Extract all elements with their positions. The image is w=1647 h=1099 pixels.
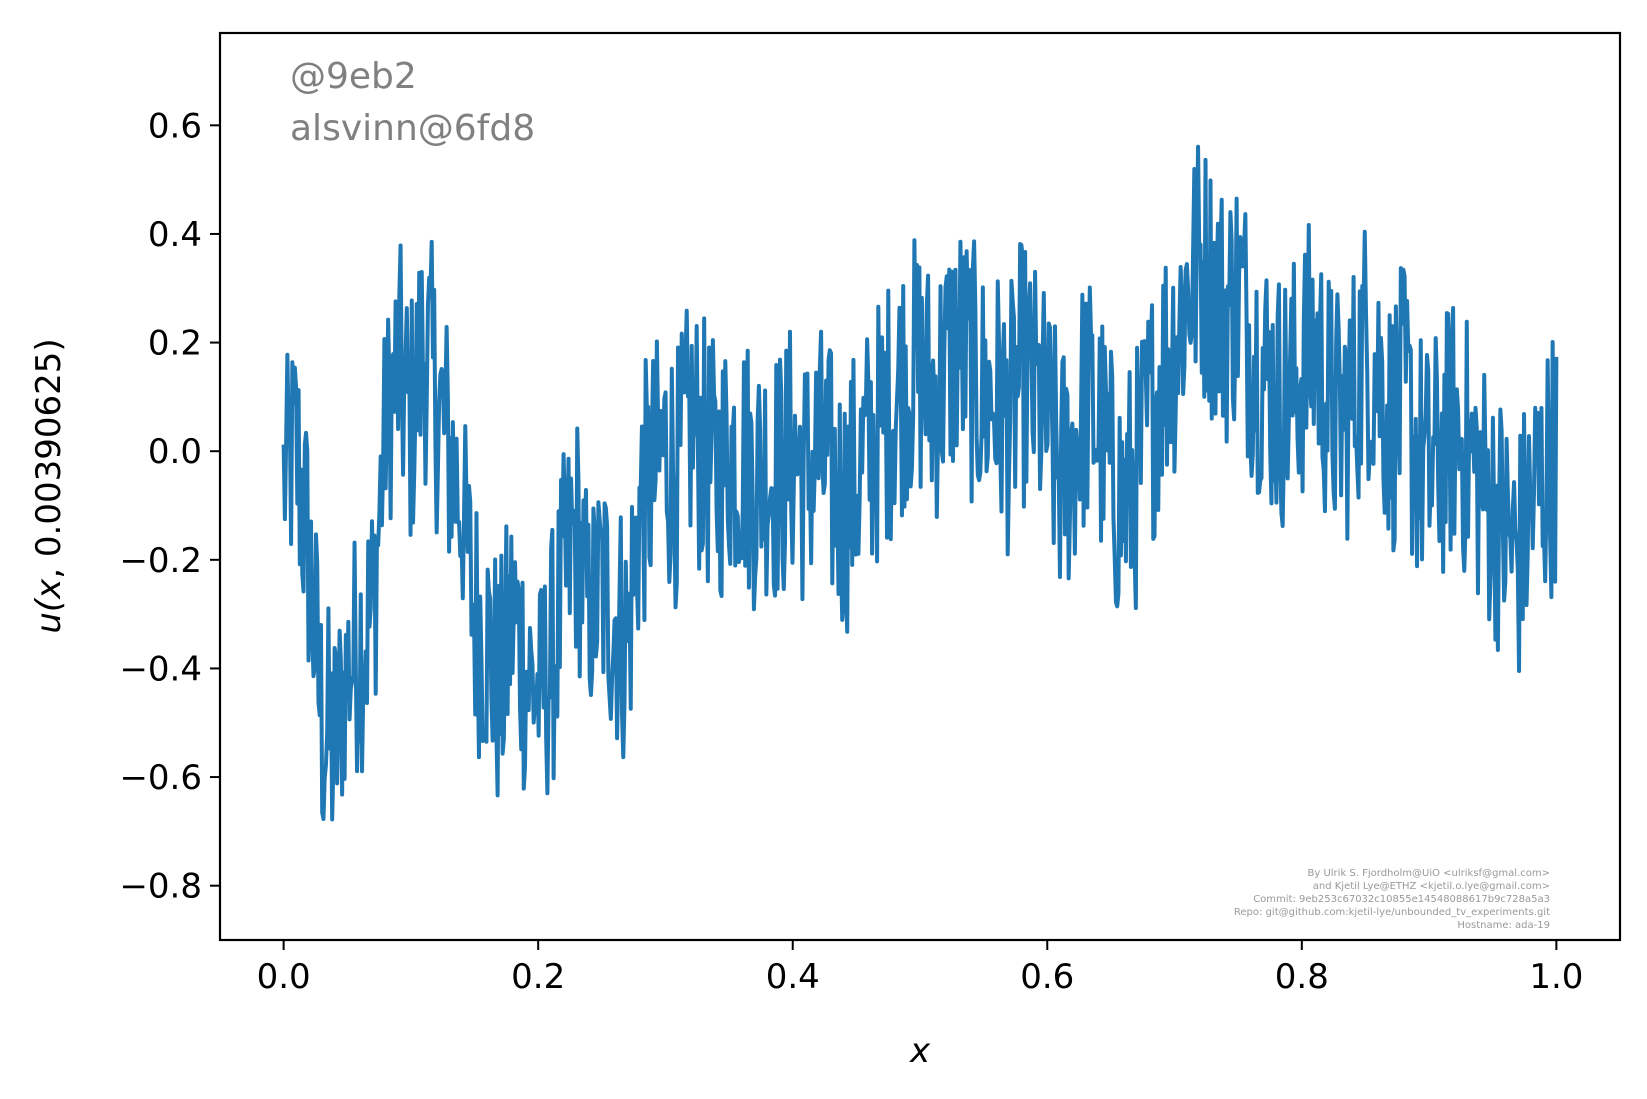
x-axis-label: x (909, 1031, 931, 1071)
series-group (281, 144, 1559, 822)
x-tick-label: 0.6 (1020, 957, 1074, 997)
y-axis-label-suffix: , 0.00390625) (29, 338, 69, 578)
y-axis: −0.8 −0.6 −0.4 −0.2 0.0 0.2 0.4 0.6 (119, 106, 220, 907)
x-tick-label: 0.0 (257, 957, 311, 997)
x-tick-label: 1.0 (1529, 957, 1583, 997)
y-axis-label-var: x (29, 578, 69, 600)
y-tick-label: 0.0 (148, 432, 202, 472)
y-tick-label: 0.2 (148, 324, 202, 364)
credits-line: By Ulrik S. Fjordholm@UiO <ulriksf@gmal.… (1308, 868, 1551, 879)
x-tick-label: 0.2 (511, 957, 565, 997)
watermark-line-2: alsvinn@6fd8 (290, 108, 535, 149)
watermark-line-1: @9eb2 (290, 56, 417, 97)
y-tick-label: −0.4 (119, 649, 202, 689)
x-axis: 0.0 0.2 0.4 0.6 0.8 1.0 (257, 940, 1583, 997)
y-tick-label: −0.2 (119, 541, 202, 581)
y-axis-label: u(x, 0.00390625) (29, 338, 69, 633)
plot-area-frame (218, 31, 1622, 942)
y-tick-label: 0.4 (148, 215, 202, 255)
credits-block: By Ulrik S. Fjordholm@UiO <ulriksf@gmal.… (1234, 868, 1550, 931)
credits-line: Commit: 9eb253c67032c10855e14548088617b9… (1253, 894, 1550, 905)
credits-line: Hostname: ada-19 (1457, 920, 1550, 931)
series-line (281, 144, 1559, 822)
y-tick-label: −0.8 (119, 867, 202, 907)
y-axis-label-prefix: u( (29, 597, 69, 634)
credits-line: Repo: git@github.com:kjetil-lye/unbounde… (1234, 907, 1550, 918)
credits-line: and Kjetil Lye@ETHZ <kjetil.o.lye@gmail.… (1313, 881, 1550, 892)
y-tick-label: 0.6 (148, 106, 202, 146)
y-tick-label: −0.6 (119, 758, 202, 798)
x-tick-label: 0.4 (766, 957, 820, 997)
x-tick-label: 0.8 (1275, 957, 1329, 997)
